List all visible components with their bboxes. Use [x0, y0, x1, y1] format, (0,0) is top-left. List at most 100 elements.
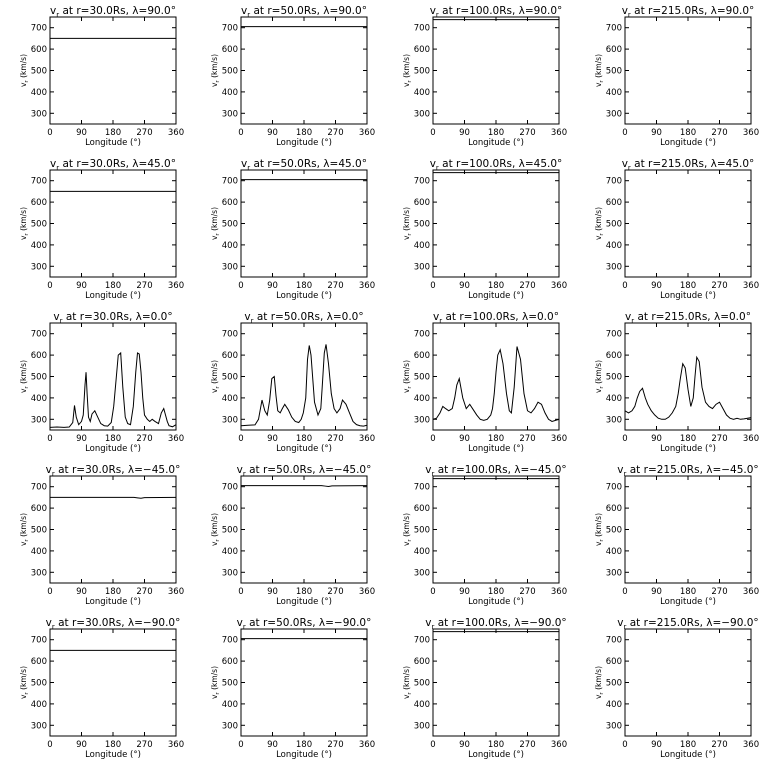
x-tick-label: 0 [238, 740, 243, 750]
x-tick-label: 0 [622, 434, 627, 444]
y-axis-label: vr (km/s) [594, 513, 605, 546]
panel-title: vr at r=30.0Rs, λ=90.0° [50, 5, 176, 19]
x-tick-label: 360 [359, 281, 375, 291]
title-rest: at r=100.0Rs, λ=45.0° [439, 158, 562, 170]
ylabel-rest: (km/s) [19, 666, 28, 692]
panel-title: vr at r=215.0Rs, λ=0.0° [625, 311, 751, 325]
y-tick-label: 400 [414, 394, 430, 404]
title-rest: at r=215.0Rs, λ=45.0° [631, 158, 754, 170]
x-tick-label: 270 [519, 587, 535, 597]
title-rest: at r=50.0Rs, λ=90.0° [250, 5, 367, 17]
title-variable: v [241, 5, 247, 17]
x-tick-label: 0 [622, 128, 627, 138]
series-line [625, 355, 751, 420]
x-axis-label: Longitude (°) [660, 138, 716, 148]
x-tick-label: 90 [76, 587, 87, 597]
x-tick-label: 90 [76, 740, 87, 750]
y-tick-label: 300 [31, 415, 47, 425]
ylabel-subscript: r [599, 386, 605, 389]
title-subscript: r [439, 317, 442, 325]
panel-title: vr at r=50.0Rs, λ=−45.0° [237, 464, 372, 478]
ylabel-rest: (km/s) [594, 360, 603, 386]
y-tick-label: 700 [222, 24, 238, 34]
y-tick-label: 400 [31, 88, 47, 98]
title-rest: at r=215.0Rs, λ=0.0° [634, 311, 751, 323]
title-rest: at r=215.0Rs, λ=−90.0° [626, 617, 758, 629]
y-tick-label: 300 [222, 568, 238, 578]
y-axis-label: vr (km/s) [594, 207, 605, 240]
x-tick-label: 360 [359, 434, 375, 444]
y-tick-label: 500 [31, 220, 47, 230]
x-tick-label: 270 [136, 128, 152, 138]
x-tick-label: 360 [168, 128, 184, 138]
y-tick-label: 600 [414, 504, 430, 514]
y-tick-label: 700 [222, 330, 238, 340]
y-tick-label: 400 [606, 700, 622, 710]
y-tick-label: 600 [31, 351, 47, 361]
x-tick-label: 360 [168, 587, 184, 597]
title-variable: v [53, 311, 59, 323]
panel-title: vr at r=30.0Rs, λ=−45.0° [46, 464, 181, 478]
title-subscript: r [247, 11, 250, 19]
panel-title: vr at r=215.0Rs, λ=45.0° [622, 158, 755, 172]
x-tick-label: 270 [136, 434, 152, 444]
y-axis-label: vr (km/s) [402, 207, 413, 240]
y-axis-label: vr (km/s) [402, 513, 413, 546]
ylabel-variable: v [594, 694, 603, 699]
y-tick-label: 400 [222, 241, 238, 251]
x-tick-label: 180 [105, 281, 121, 291]
x-tick-label: 180 [105, 128, 121, 138]
x-tick-label: 360 [551, 740, 567, 750]
panel-title: vr at r=215.0Rs, λ=−45.0° [617, 464, 758, 478]
y-tick-label: 500 [222, 679, 238, 689]
plot-frame [624, 169, 752, 278]
x-tick-label: 0 [622, 281, 627, 291]
y-tick-label: 700 [31, 330, 47, 340]
x-tick-label: 180 [488, 128, 504, 138]
x-tick-label: 90 [459, 587, 470, 597]
x-axis-label: Longitude (°) [85, 597, 141, 607]
y-tick-label: 300 [606, 415, 622, 425]
x-axis-label: Longitude (°) [276, 444, 332, 454]
y-tick-label: 500 [222, 67, 238, 77]
x-tick-label: 360 [551, 587, 567, 597]
y-tick-label: 300 [222, 109, 238, 119]
x-tick-label: 90 [651, 434, 662, 444]
x-tick-label: 90 [651, 281, 662, 291]
title-rest: at r=100.0Rs, λ=−90.0° [434, 617, 566, 629]
y-tick-label: 600 [222, 504, 238, 514]
ylabel-subscript: r [215, 386, 221, 389]
x-tick-label: 180 [105, 740, 121, 750]
y-tick-label: 700 [414, 24, 430, 34]
title-rest: at r=30.0Rs, λ=0.0° [62, 311, 172, 323]
x-tick-label: 180 [488, 587, 504, 597]
title-variable: v [46, 464, 52, 476]
panel-title: vr at r=215.0Rs, λ=90.0° [622, 5, 755, 19]
x-tick-label: 90 [267, 587, 278, 597]
y-tick-label: 300 [31, 109, 47, 119]
ylabel-subscript: r [215, 539, 221, 542]
y-tick-label: 300 [414, 721, 430, 731]
panel-title: vr at r=50.0Rs, λ=−90.0° [237, 617, 372, 631]
x-tick-label: 0 [430, 740, 435, 750]
y-tick-label: 500 [414, 220, 430, 230]
title-variable: v [46, 617, 52, 629]
y-tick-label: 300 [222, 415, 238, 425]
y-tick-label: 500 [606, 679, 622, 689]
x-tick-label: 0 [47, 434, 52, 444]
y-tick-label: 300 [222, 262, 238, 272]
panel-title: vr at r=100.0Rs, λ=0.0° [433, 311, 559, 325]
x-tick-label: 180 [296, 740, 312, 750]
ylabel-rest: (km/s) [594, 666, 603, 692]
y-tick-label: 400 [414, 88, 430, 98]
ylabel-variable: v [594, 541, 603, 546]
y-tick-label: 700 [222, 483, 238, 493]
y-tick-label: 300 [414, 262, 430, 272]
